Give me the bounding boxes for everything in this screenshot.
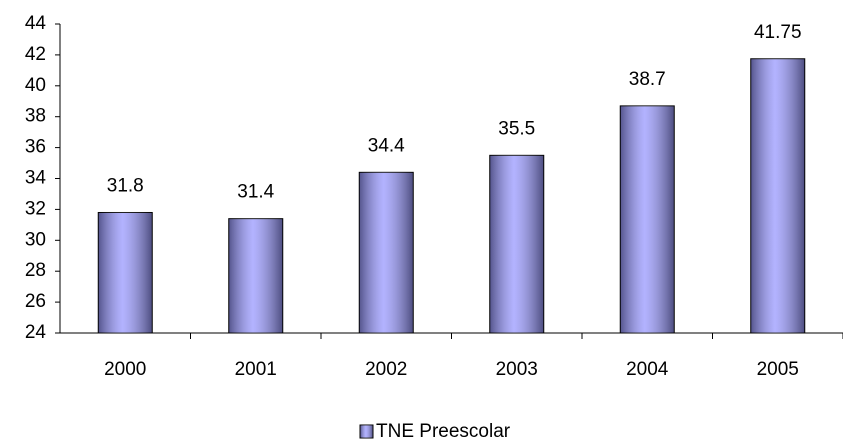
y-tick-label: 38 — [25, 106, 46, 127]
y-tick-label: 40 — [25, 75, 46, 96]
data-label: 41.75 — [754, 22, 802, 43]
legend-swatch-shading — [360, 425, 373, 438]
x-tick-label: 2005 — [757, 359, 799, 380]
y-tick-label: 42 — [25, 44, 46, 65]
x-tick-label: 2001 — [235, 359, 277, 380]
bar — [489, 154, 545, 334]
y-tick-label: 26 — [25, 291, 46, 312]
bar — [358, 171, 414, 334]
y-tick-label: 30 — [25, 229, 46, 250]
bar — [750, 58, 806, 334]
y-tick-label: 32 — [25, 198, 46, 219]
bar — [619, 105, 675, 334]
data-label: 35.5 — [498, 118, 535, 139]
data-label: 31.4 — [237, 182, 274, 203]
legend-label: TNE Preescolar — [376, 421, 511, 442]
x-tick-label: 2003 — [496, 359, 538, 380]
y-tick-label: 34 — [25, 168, 47, 189]
x-tick-label: 2000 — [104, 359, 146, 380]
y-tick-label: 28 — [25, 260, 46, 281]
bar — [228, 218, 284, 334]
y-tick-label: 24 — [25, 322, 47, 343]
y-tick-label: 44 — [25, 13, 47, 34]
data-label: 38.7 — [629, 69, 666, 90]
x-tick-label: 2004 — [626, 359, 669, 380]
data-label: 34.4 — [368, 135, 405, 156]
data-label: 31.8 — [107, 176, 144, 197]
x-tick-label: 2002 — [365, 359, 407, 380]
bar — [97, 211, 153, 334]
y-tick-label: 36 — [25, 137, 46, 158]
